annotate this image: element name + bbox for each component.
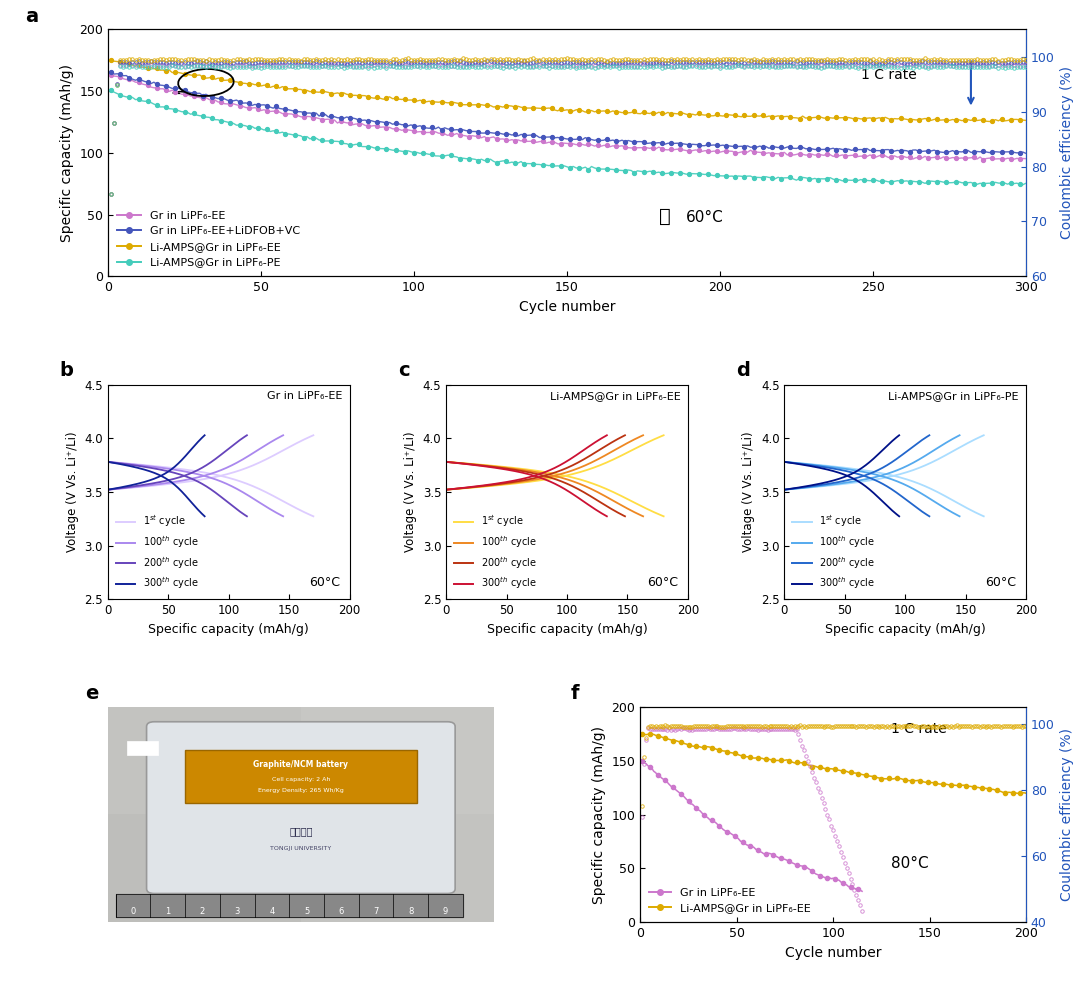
Text: 2: 2	[200, 906, 205, 916]
Text: 同济大学: 同济大学	[289, 826, 312, 837]
Text: TONGJI UNIVERSITY: TONGJI UNIVERSITY	[270, 846, 332, 851]
Legend: Gr in LiPF₆-EE, Gr in LiPF₆-EE+LiDFOB+VC, Li-AMPS@Gr in LiPF₆-EE, Li-AMPS@Gr in : Gr in LiPF₆-EE, Gr in LiPF₆-EE+LiDFOB+VC…	[113, 207, 303, 271]
Bar	[116, 894, 463, 917]
Text: 6: 6	[339, 906, 345, 916]
X-axis label: Specific capacity (mAh/g): Specific capacity (mAh/g)	[148, 623, 309, 636]
Legend: 1$^{st}$ cycle, 100$^{th}$ cycle, 200$^{th}$ cycle, 300$^{th}$ cycle: 1$^{st}$ cycle, 100$^{th}$ cycle, 200$^{…	[789, 511, 878, 594]
Y-axis label: Coulombic efficiency (%): Coulombic efficiency (%)	[1061, 728, 1075, 902]
Text: 8: 8	[408, 906, 414, 916]
Y-axis label: Voltage (V Vs. Li⁺/Li): Voltage (V Vs. Li⁺/Li)	[66, 432, 79, 552]
Text: 9: 9	[443, 906, 448, 916]
Text: 60°C: 60°C	[985, 577, 1016, 590]
Text: 1 C rate: 1 C rate	[861, 68, 917, 81]
Text: 🌡: 🌡	[659, 207, 671, 226]
Legend: 1$^{st}$ cycle, 100$^{th}$ cycle, 200$^{th}$ cycle, 300$^{th}$ cycle: 1$^{st}$ cycle, 100$^{th}$ cycle, 200$^{…	[113, 511, 202, 594]
Text: d: d	[737, 361, 750, 380]
Text: e: e	[85, 684, 98, 702]
Text: 60°C: 60°C	[687, 210, 724, 225]
Text: 80°C: 80°C	[891, 856, 929, 871]
Text: a: a	[26, 7, 39, 26]
Y-axis label: Specific capacity (mAh/g): Specific capacity (mAh/g)	[59, 64, 73, 242]
Y-axis label: Voltage (V Vs. Li⁺/Li): Voltage (V Vs. Li⁺/Li)	[404, 432, 417, 552]
Legend: 1$^{st}$ cycle, 100$^{th}$ cycle, 200$^{th}$ cycle, 300$^{th}$ cycle: 1$^{st}$ cycle, 100$^{th}$ cycle, 200$^{…	[451, 511, 540, 594]
Legend: Gr in LiPF₆-EE, Li-AMPS@Gr in LiPF₆-EE: Gr in LiPF₆-EE, Li-AMPS@Gr in LiPF₆-EE	[646, 884, 814, 916]
Text: c: c	[397, 361, 409, 380]
Text: 5: 5	[303, 906, 309, 916]
X-axis label: Cycle number: Cycle number	[518, 300, 616, 314]
Text: 60°C: 60°C	[309, 577, 340, 590]
Y-axis label: Specific capacity (mAh/g): Specific capacity (mAh/g)	[592, 726, 606, 904]
Text: 1: 1	[165, 906, 171, 916]
Text: Li-AMPS@Gr in LiPF₆-EE: Li-AMPS@Gr in LiPF₆-EE	[550, 391, 680, 401]
Text: 4: 4	[269, 906, 274, 916]
Text: Gr in LiPF₆-EE: Gr in LiPF₆-EE	[267, 391, 342, 401]
Text: 1 C rate: 1 C rate	[891, 722, 947, 736]
Text: f: f	[571, 684, 579, 702]
Text: b: b	[59, 361, 73, 380]
Y-axis label: Voltage (V Vs. Li⁺/Li): Voltage (V Vs. Li⁺/Li)	[742, 432, 755, 552]
Bar	[127, 741, 158, 755]
Bar	[185, 750, 417, 802]
FancyBboxPatch shape	[147, 722, 455, 894]
Text: 60°C: 60°C	[647, 577, 678, 590]
X-axis label: Cycle number: Cycle number	[785, 946, 881, 959]
Text: Energy Density: 265 Wh/Kg: Energy Density: 265 Wh/Kg	[258, 789, 343, 794]
Text: Graphite/NCM battery: Graphite/NCM battery	[254, 760, 349, 769]
Y-axis label: Coulombic efficiency (%): Coulombic efficiency (%)	[1061, 67, 1075, 239]
X-axis label: Specific capacity (mAh/g): Specific capacity (mAh/g)	[487, 623, 647, 636]
Text: 3: 3	[234, 906, 240, 916]
Bar	[116, 894, 463, 917]
Text: Cell capacity: 2 Ah: Cell capacity: 2 Ah	[272, 777, 330, 782]
Text: 0: 0	[131, 906, 136, 916]
X-axis label: Specific capacity (mAh/g): Specific capacity (mAh/g)	[825, 623, 986, 636]
Text: Li-AMPS@Gr in LiPF₆-PE: Li-AMPS@Gr in LiPF₆-PE	[888, 391, 1018, 401]
Text: 7: 7	[374, 906, 379, 916]
